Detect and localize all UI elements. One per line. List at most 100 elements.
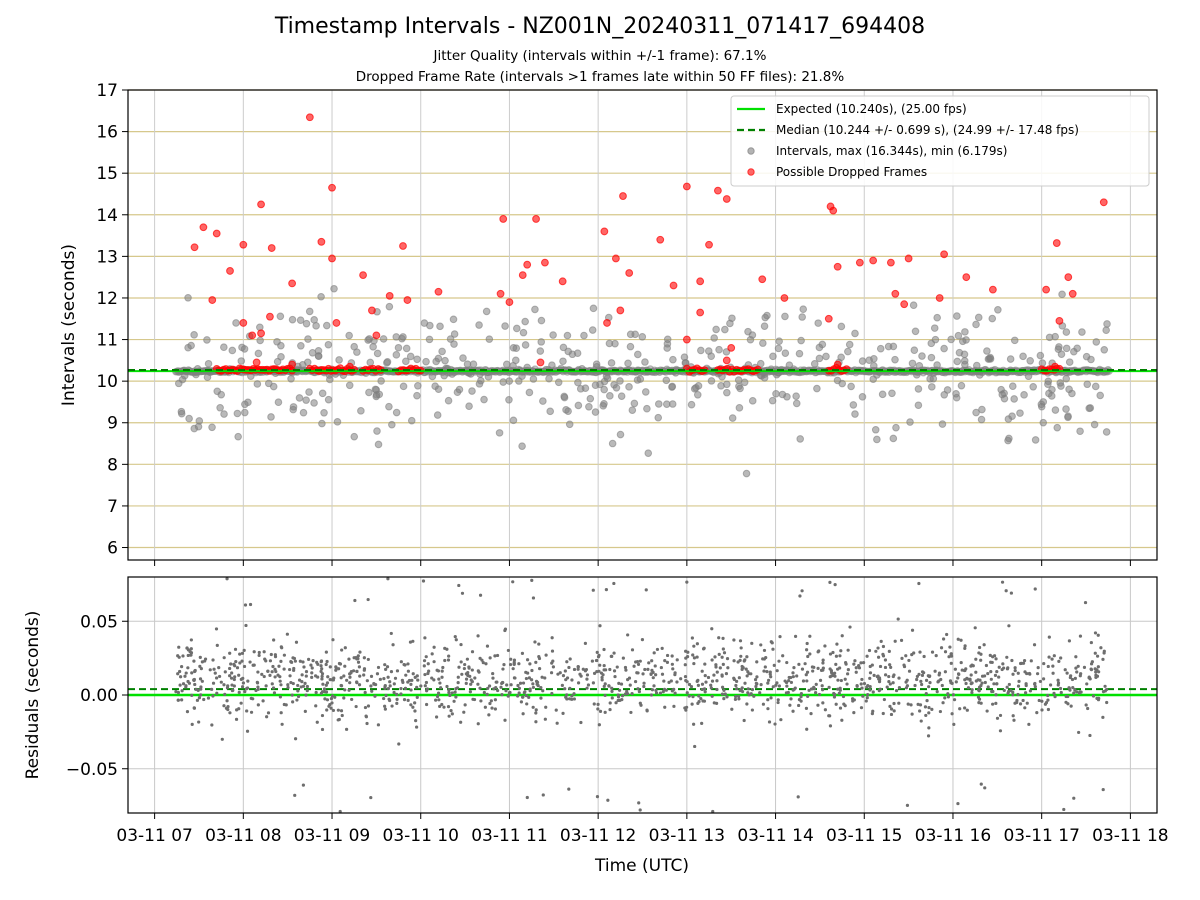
residual-point bbox=[319, 669, 323, 674]
residual-point bbox=[799, 695, 803, 699]
residual-point bbox=[310, 671, 314, 675]
interval-point bbox=[495, 429, 504, 437]
dropped-frame-point bbox=[935, 294, 944, 302]
residual-point bbox=[262, 674, 266, 679]
residual-point bbox=[720, 674, 724, 678]
residual-point bbox=[855, 683, 859, 688]
dropped-frame-point bbox=[505, 298, 514, 307]
residual-point bbox=[561, 674, 566, 678]
interval-point bbox=[399, 333, 407, 341]
residual-point bbox=[877, 680, 882, 684]
residual-point bbox=[927, 711, 931, 715]
residual-point bbox=[459, 720, 463, 724]
residual-point bbox=[584, 667, 589, 672]
interval-point bbox=[1045, 333, 1054, 342]
residual-point bbox=[658, 691, 663, 695]
residual-point bbox=[868, 676, 872, 680]
dropped-frame-point bbox=[536, 358, 545, 367]
residual-point bbox=[604, 588, 608, 592]
interval-point bbox=[592, 360, 601, 368]
dropped-frame-point bbox=[208, 296, 217, 304]
residual-point bbox=[270, 682, 274, 686]
residual-point bbox=[808, 652, 812, 656]
residual-point bbox=[1099, 646, 1103, 650]
residual-point bbox=[803, 662, 807, 666]
residual-point bbox=[1065, 671, 1069, 675]
residual-point bbox=[264, 684, 268, 688]
residual-point bbox=[1074, 655, 1078, 659]
residual-point bbox=[508, 662, 513, 667]
interval-point bbox=[797, 336, 805, 345]
residual-point bbox=[937, 671, 942, 675]
interval-point bbox=[450, 330, 459, 338]
residual-point bbox=[521, 712, 525, 716]
residual-point bbox=[846, 672, 850, 676]
residual-point bbox=[891, 674, 895, 679]
residual-point bbox=[994, 657, 998, 661]
residual-point bbox=[838, 666, 842, 670]
dropped-frame-point bbox=[434, 287, 443, 296]
interval-point bbox=[322, 321, 331, 330]
interval-point bbox=[889, 434, 898, 443]
residual-point bbox=[896, 617, 900, 621]
residual-point bbox=[603, 682, 607, 686]
residual-point bbox=[424, 655, 428, 659]
residual-point bbox=[732, 659, 736, 663]
interval-point bbox=[1044, 377, 1053, 386]
residual-point bbox=[280, 722, 284, 726]
residual-point bbox=[608, 701, 612, 705]
residual-point bbox=[534, 708, 538, 712]
residual-point bbox=[240, 659, 244, 663]
residual-point bbox=[392, 690, 396, 695]
residual-point bbox=[527, 676, 531, 680]
interval-point bbox=[185, 414, 193, 423]
y-tick-label: 12 bbox=[96, 289, 118, 309]
residual-point bbox=[567, 697, 572, 701]
residual-point bbox=[541, 793, 545, 797]
residual-point bbox=[478, 686, 482, 690]
residual-point bbox=[667, 680, 671, 684]
interval-point bbox=[1010, 395, 1018, 403]
residual-point bbox=[894, 688, 899, 693]
residual-point bbox=[233, 647, 238, 651]
interval-point bbox=[546, 407, 554, 416]
residual-point bbox=[453, 690, 457, 694]
residual-point bbox=[439, 686, 443, 690]
residual-point bbox=[499, 685, 503, 689]
residual-point bbox=[645, 709, 649, 713]
residual-point bbox=[943, 696, 947, 700]
residual-point bbox=[501, 681, 505, 685]
residual-point bbox=[1097, 670, 1101, 674]
residual-point bbox=[750, 641, 754, 645]
residual-point bbox=[715, 687, 719, 692]
residual-point bbox=[986, 671, 990, 676]
residual-point bbox=[818, 678, 823, 682]
residual-point bbox=[459, 642, 463, 647]
residual-point bbox=[464, 677, 469, 681]
residual-point bbox=[437, 698, 441, 702]
residual-point bbox=[1088, 733, 1092, 738]
interval-point bbox=[778, 390, 787, 399]
residual-point bbox=[734, 683, 738, 688]
residual-point bbox=[948, 645, 952, 649]
y-tick-label: 10 bbox=[96, 372, 118, 392]
residual-point bbox=[516, 694, 520, 698]
residual-point bbox=[989, 677, 993, 681]
interval-point bbox=[633, 376, 642, 384]
interval-point bbox=[1102, 428, 1111, 436]
residual-point bbox=[585, 686, 589, 690]
residual-point bbox=[610, 689, 614, 694]
residual-point bbox=[655, 647, 660, 652]
interval-point bbox=[643, 404, 651, 413]
interval-point bbox=[641, 358, 649, 366]
interval-point bbox=[519, 328, 528, 337]
residual-point bbox=[1037, 698, 1041, 703]
residual-point bbox=[952, 698, 957, 702]
residual-point bbox=[844, 662, 848, 666]
residual-point bbox=[279, 659, 283, 663]
x-tick-label: 03-11 07 bbox=[116, 826, 192, 846]
interval-point bbox=[617, 392, 626, 400]
residual-point bbox=[441, 665, 445, 670]
dropped-frame-point bbox=[267, 244, 276, 252]
